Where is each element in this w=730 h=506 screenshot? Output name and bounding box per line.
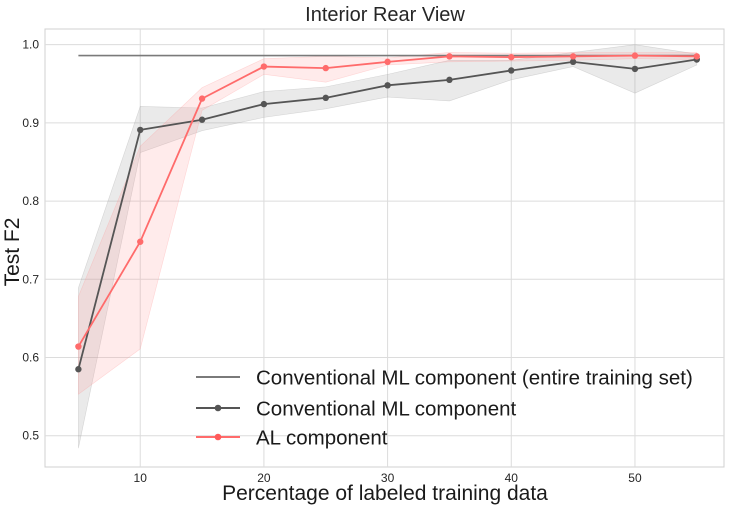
al-point — [75, 343, 82, 350]
tick-labels: 10 20 30 40 50 0.5 0.6 0.7 0.8 0.9 1.0 — [22, 38, 642, 485]
y-tick-label: 0.9 — [22, 116, 39, 130]
legend: Conventional ML component (entire traini… — [196, 367, 693, 450]
y-tick-label: 0.8 — [22, 194, 39, 208]
legend-label-reference: Conventional ML component (entire traini… — [256, 367, 693, 390]
x-tick-label: 40 — [505, 471, 519, 485]
al-point — [631, 52, 639, 59]
conventional-point — [384, 82, 391, 89]
y-tick-label: 0.6 — [22, 351, 39, 365]
y-tick-label: 1.0 — [22, 38, 39, 52]
y-tick-label: 0.5 — [22, 429, 39, 443]
conventional-band — [78, 44, 698, 449]
al-point — [508, 53, 515, 61]
x-tick-label: 30 — [381, 471, 395, 485]
x-tick-label: 50 — [628, 471, 642, 485]
chart-title: Interior Rear View — [305, 4, 465, 26]
conventional-point — [260, 100, 268, 108]
al-point — [198, 95, 206, 102]
y-axis-label: Test F2 — [1, 218, 24, 287]
series-markers — [75, 52, 700, 373]
conventional-point — [446, 76, 453, 84]
conventional-point — [569, 58, 577, 66]
conventional-point — [508, 67, 515, 74]
conventional-point — [137, 126, 144, 134]
legend-marker-al — [214, 433, 222, 441]
x-axis-label: Percentage of labeled training data — [222, 482, 548, 505]
al-point — [569, 53, 577, 60]
legend-marker-conventional — [214, 404, 222, 412]
conventional-point — [75, 366, 82, 373]
al-point — [322, 64, 329, 72]
conventional-point — [322, 94, 329, 102]
plot-frame — [44, 28, 725, 468]
al-point — [384, 58, 391, 66]
al-point — [137, 238, 144, 245]
x-tick-label: 20 — [257, 471, 271, 485]
al-point — [260, 63, 268, 70]
conventional-point — [198, 116, 206, 123]
al-point — [446, 53, 453, 60]
legend-label-conventional: Conventional ML component — [256, 398, 517, 421]
conventional-point — [631, 65, 639, 73]
legend-label-al: AL component — [256, 427, 388, 450]
al-point — [693, 53, 700, 60]
grid — [45, 29, 724, 467]
x-tick-label: 10 — [134, 471, 148, 485]
y-tick-label: 0.7 — [22, 272, 39, 286]
